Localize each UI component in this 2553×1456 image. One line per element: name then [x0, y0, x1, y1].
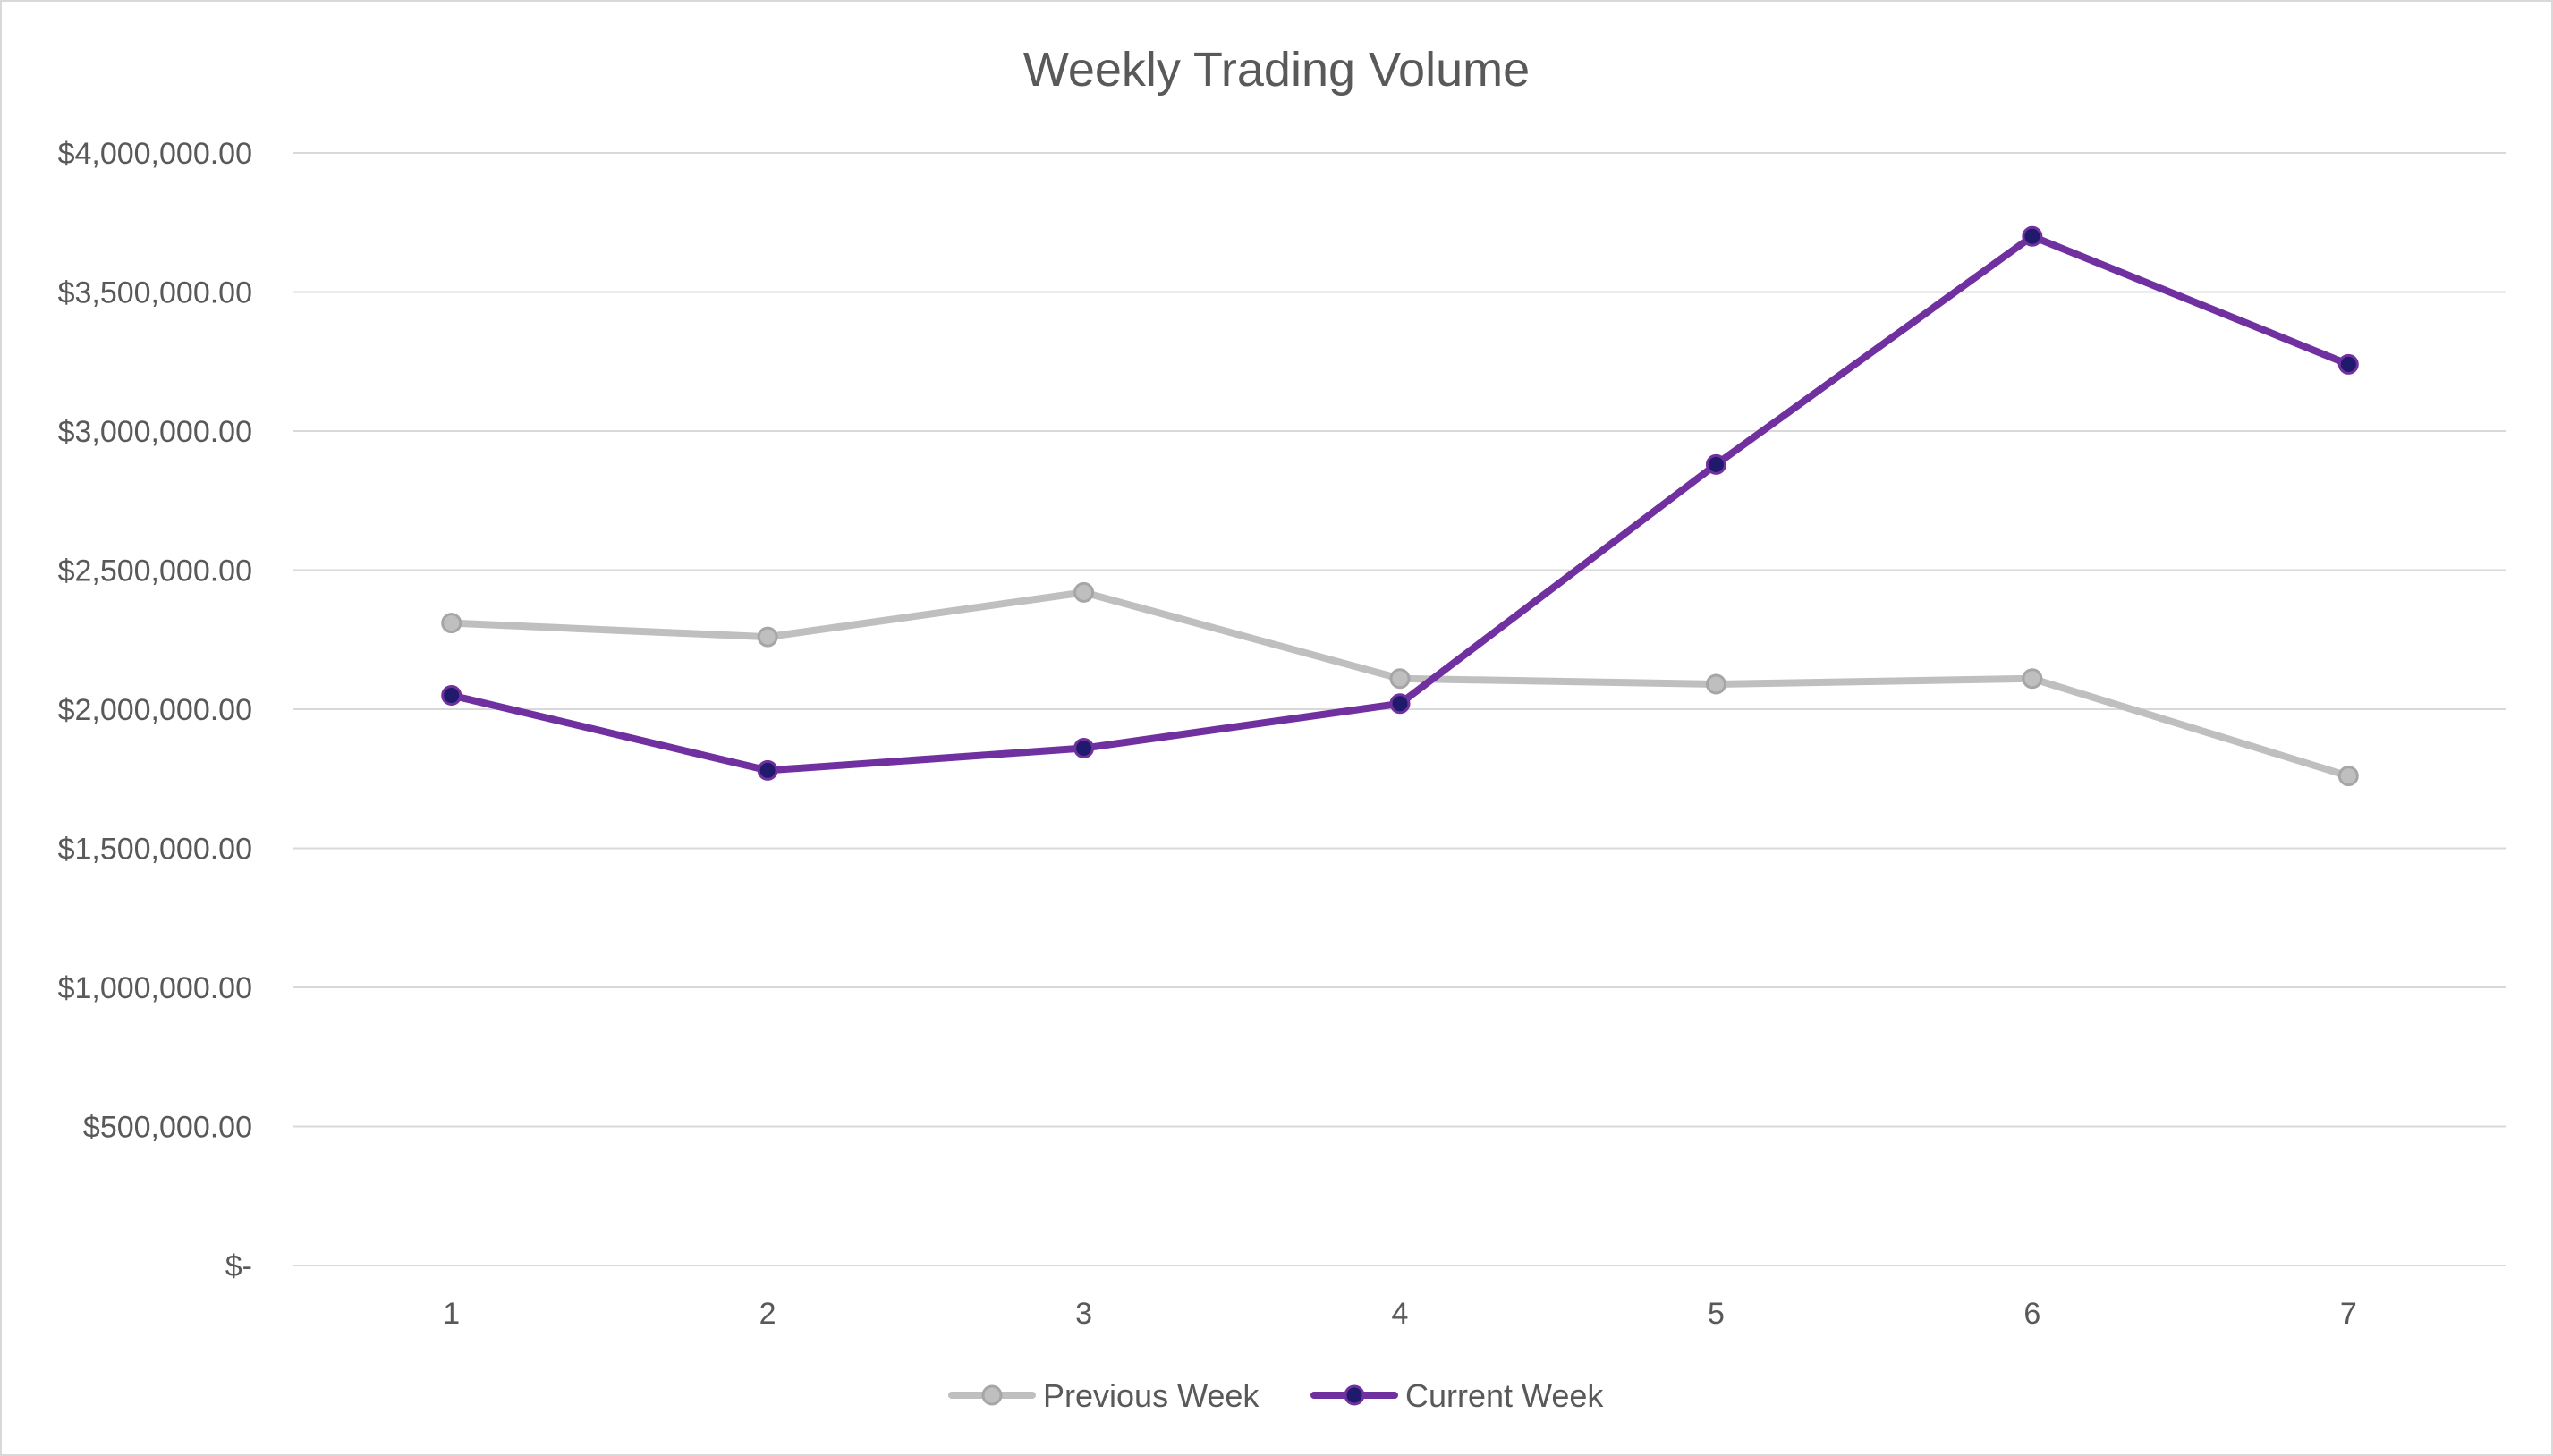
x-axis-tick-labels: 1 2 3 4 5 6 7 [443, 1297, 2356, 1331]
y-tick-label: $2,500,000.00 [58, 554, 252, 588]
legend: Previous Week Current Week [948, 1377, 1604, 1414]
y-tick-label: $500,000.00 [83, 1111, 252, 1145]
y-tick-label: $3,500,000.00 [58, 276, 252, 310]
legend-label: Current Week [1405, 1377, 1604, 1414]
data-point [1073, 581, 1095, 603]
x-tick-label: 6 [2023, 1297, 2040, 1331]
y-tick-label: $4,000,000.00 [58, 137, 252, 171]
legend-swatch-marker [981, 1384, 1003, 1406]
data-point [1073, 738, 1095, 759]
data-point [757, 759, 778, 781]
x-tick-label: 3 [1075, 1297, 1092, 1331]
y-tick-label: $- [225, 1249, 252, 1283]
series-lines [441, 225, 2359, 787]
data-point [2022, 668, 2043, 690]
data-point [1705, 453, 1726, 475]
data-point [441, 613, 462, 634]
legend-item: Previous Week [948, 1377, 1260, 1414]
legend-swatch-marker [1344, 1384, 1365, 1406]
data-point [2337, 766, 2359, 787]
chart-title: Weekly Trading Volume [1023, 43, 1530, 97]
series-1 [441, 225, 2359, 781]
x-tick-label: 7 [2340, 1297, 2357, 1331]
legend-label: Previous Week [1043, 1377, 1260, 1414]
data-point [757, 626, 778, 648]
data-point [1705, 673, 1726, 695]
x-tick-label: 2 [759, 1297, 776, 1331]
y-axis-tick-labels: $- $500,000.00 $1,000,000.00 $1,500,000.00 $… [58, 137, 252, 1283]
data-point [2337, 353, 2359, 375]
x-tick-label: 4 [1392, 1297, 1409, 1331]
legend-item: Current Week [1310, 1377, 1604, 1414]
x-tick-label: 5 [1708, 1297, 1725, 1331]
y-tick-label: $2,000,000.00 [58, 693, 252, 727]
y-tick-label: $3,000,000.00 [58, 415, 252, 449]
series-0 [441, 581, 2359, 787]
y-tick-label: $1,000,000.00 [58, 971, 252, 1005]
x-tick-label: 1 [443, 1297, 460, 1331]
data-point [1389, 668, 1411, 690]
y-tick-label: $1,500,000.00 [58, 833, 252, 867]
data-point [2022, 225, 2043, 247]
data-point [1389, 693, 1411, 715]
data-point [441, 684, 462, 706]
